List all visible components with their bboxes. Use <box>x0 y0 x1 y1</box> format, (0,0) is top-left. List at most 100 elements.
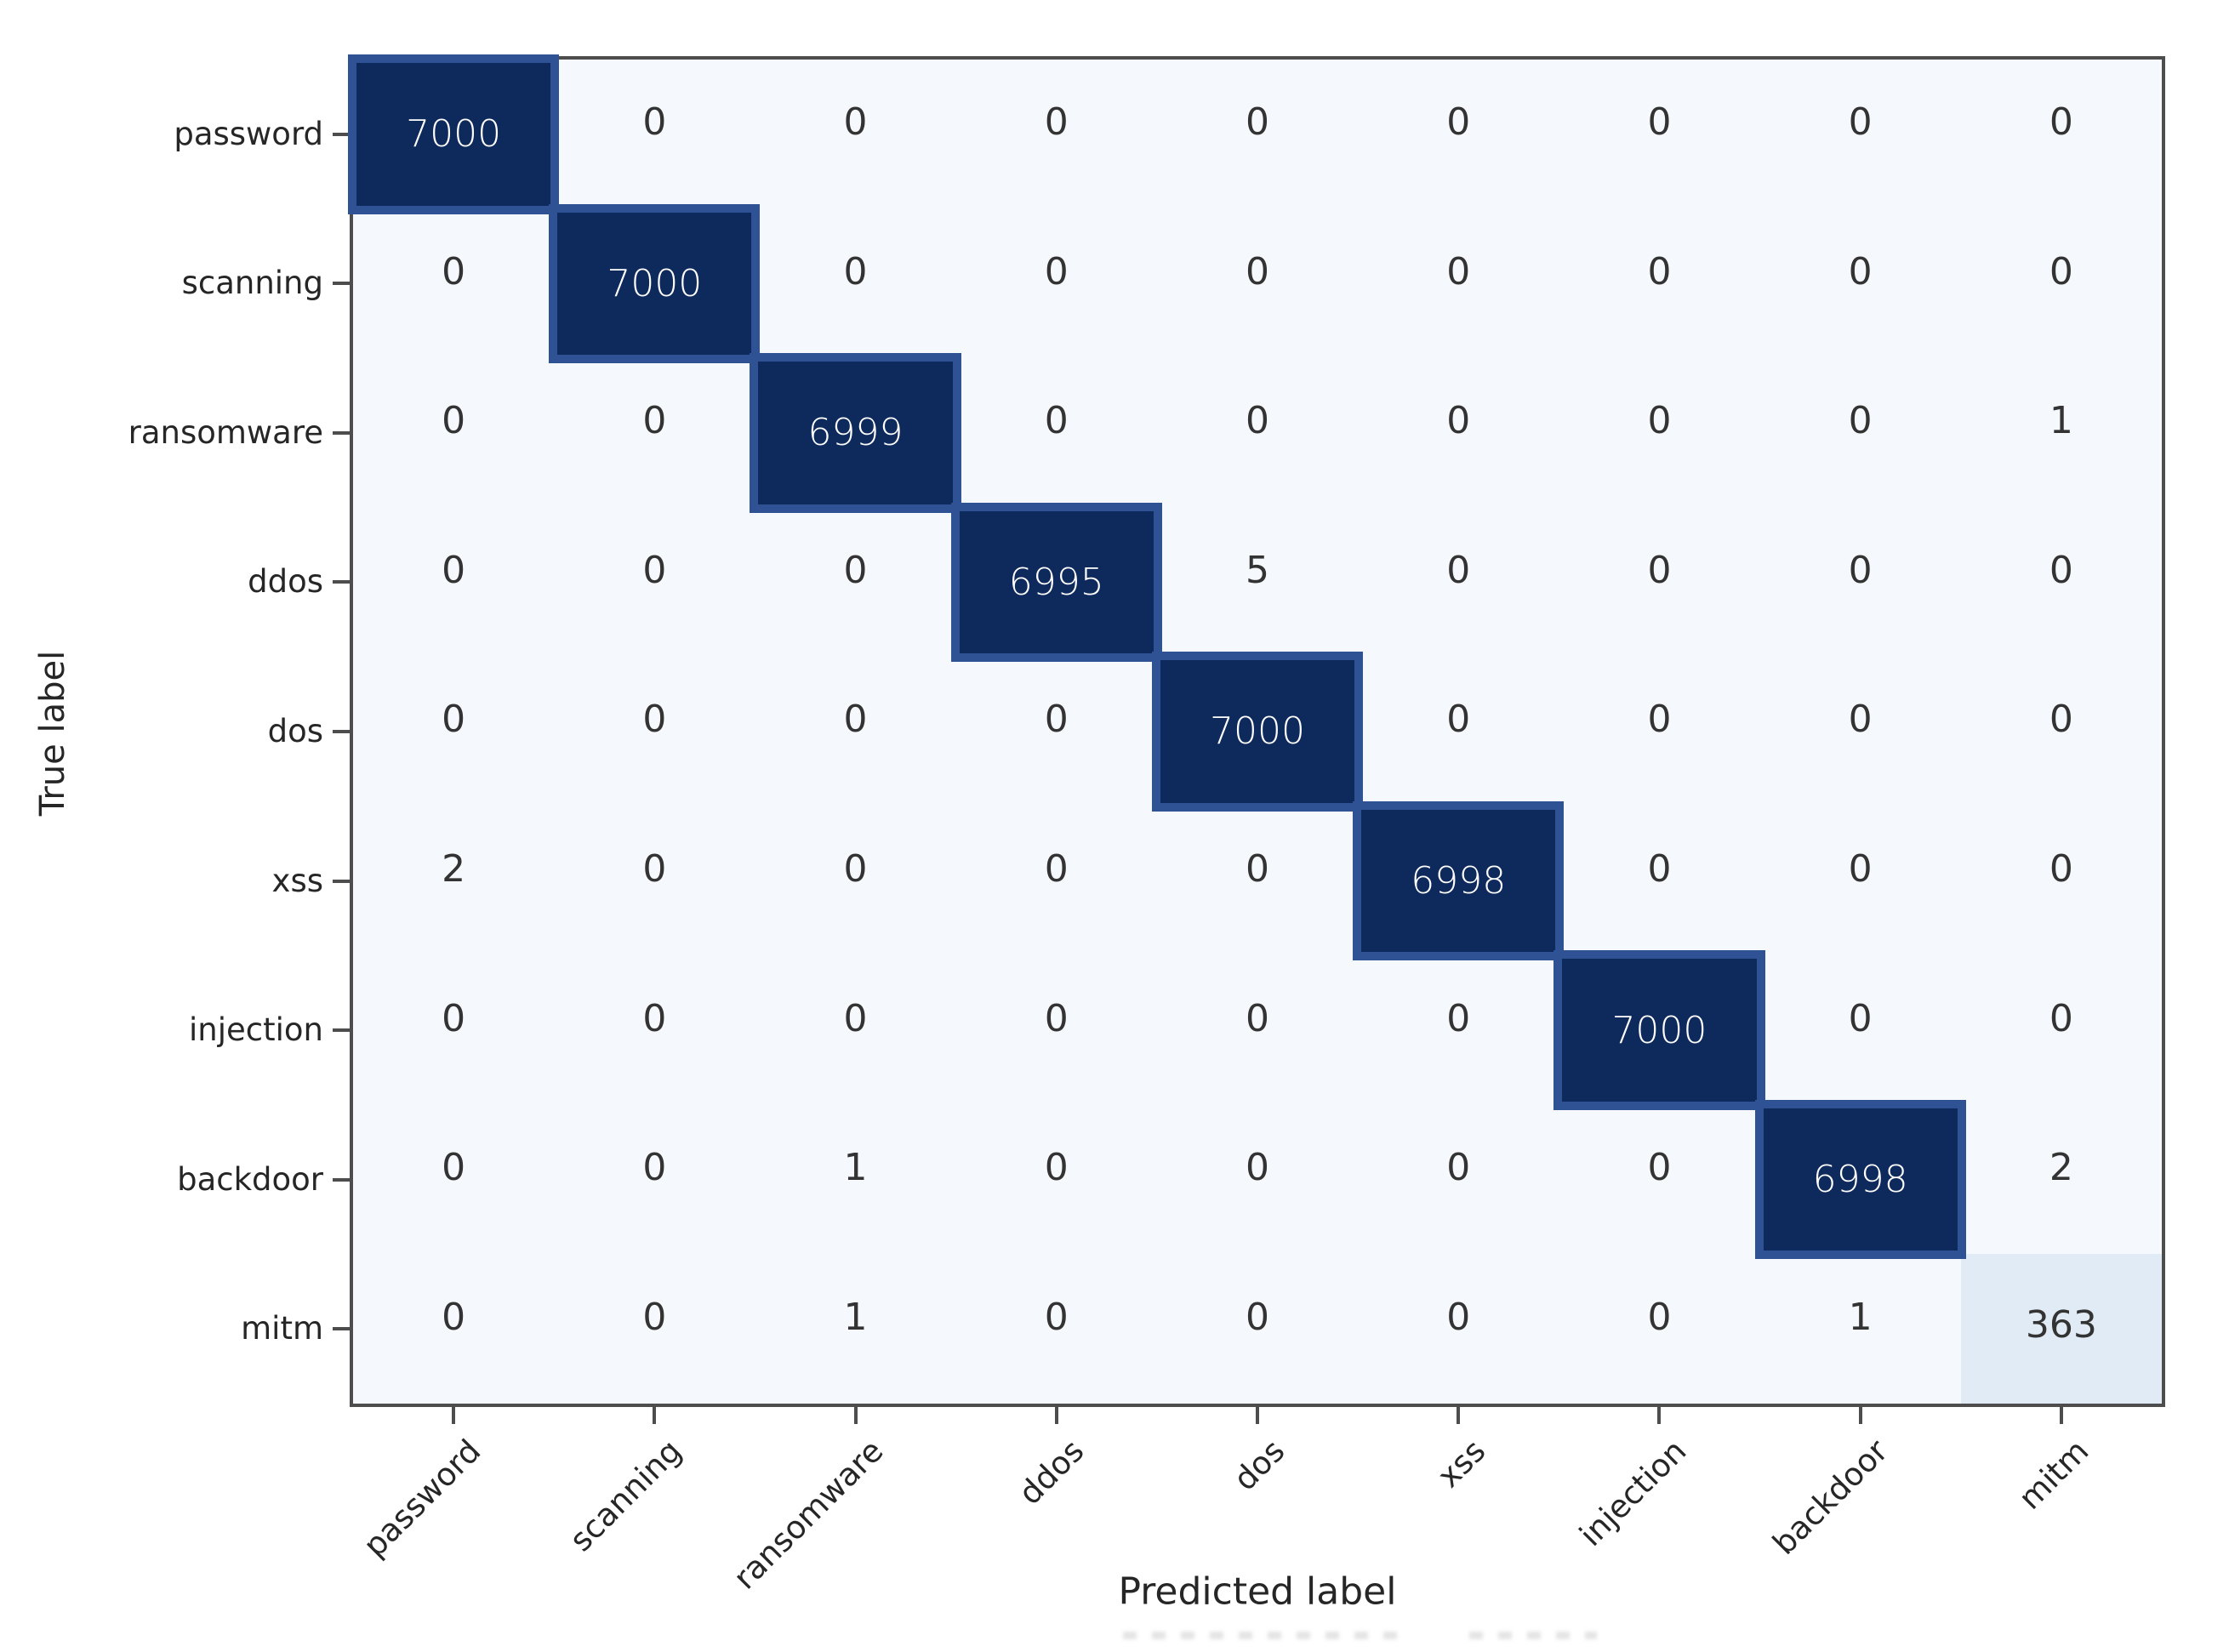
cell-ransomware-dos: 0 <box>1245 399 1269 443</box>
cell-xss-password: 2 <box>442 847 466 892</box>
cell-injection-injection: 7000 <box>1553 950 1765 1110</box>
x-axis-title: Predicted label <box>1118 1569 1397 1614</box>
cell-xss-ddos: 0 <box>1044 847 1069 892</box>
y-tick-label-dos: dos <box>267 713 323 749</box>
cell-backdoor-backdoor: 6998 <box>1754 1099 1966 1260</box>
y-tick-dos <box>333 730 350 733</box>
cell-ransomware-xss: 0 <box>1446 399 1471 443</box>
x-tick-ransomware <box>853 1407 858 1424</box>
cell-xss-scanning: 0 <box>642 847 667 892</box>
cell-backdoor-xss: 0 <box>1446 1146 1471 1190</box>
x-tick-scanning <box>653 1407 657 1424</box>
y-tick-label-injection: injection <box>189 1011 323 1049</box>
cell-ddos-xss: 0 <box>1446 548 1471 592</box>
cell-ddos-mitm: 0 <box>2049 548 2073 592</box>
cell-scanning-scanning: 7000 <box>549 203 761 364</box>
x-tick-backdoor <box>1858 1407 1862 1424</box>
x-tick-label-dos: dos <box>1226 1433 1292 1498</box>
cell-mitm-dos: 0 <box>1245 1295 1269 1339</box>
y-tick-label-mitm: mitm <box>241 1310 323 1347</box>
cell-ddos-ransomware: 0 <box>843 548 868 592</box>
cell-backdoor-ddos: 0 <box>1044 1146 1069 1190</box>
cell-mitm-backdoor: 1 <box>1848 1295 1873 1339</box>
cell-ransomware-scanning: 0 <box>642 399 667 443</box>
cell-scanning-backdoor: 0 <box>1848 249 1873 293</box>
cell-dos-injection: 0 <box>1647 698 1672 742</box>
y-tick-label-password: password <box>174 115 323 152</box>
x-tick-label-backdoor: backdoor <box>1765 1433 1896 1562</box>
cell-scanning-injection: 0 <box>1647 249 1672 293</box>
y-tick-mitm <box>333 1327 350 1331</box>
y-tick-label-ddos: ddos <box>248 563 323 601</box>
y-tick-ddos <box>333 580 350 584</box>
cell-password-password: 7000 <box>348 54 560 214</box>
cell-dos-dos: 7000 <box>1151 652 1364 812</box>
cell-backdoor-password: 0 <box>442 1146 466 1190</box>
cell-injection-xss: 0 <box>1446 996 1471 1040</box>
y-tick-label-backdoor: backdoor <box>177 1160 323 1198</box>
scan-artifact-strip <box>1123 1632 1404 1639</box>
cell-xss-ransomware: 0 <box>843 847 868 892</box>
cell-password-dos: 0 <box>1245 100 1269 145</box>
y-tick-label-ransomware: ransomware <box>128 413 323 451</box>
cell-backdoor-dos: 0 <box>1245 1146 1269 1190</box>
cell-password-mitm: 0 <box>2049 100 2073 145</box>
y-tick-backdoor <box>333 1177 350 1182</box>
x-tick-label-ransomware: ransomware <box>726 1433 890 1597</box>
y-tick-injection <box>333 1028 350 1033</box>
cell-password-ransomware: 0 <box>843 100 868 145</box>
cell-scanning-ransomware: 0 <box>843 249 868 293</box>
cell-mitm-scanning: 0 <box>642 1295 667 1339</box>
cell-xss-injection: 0 <box>1647 847 1672 892</box>
x-tick-ddos <box>1054 1407 1058 1424</box>
cell-ransomware-backdoor: 0 <box>1848 399 1873 443</box>
cell-scanning-ddos: 0 <box>1044 249 1069 293</box>
cell-ransomware-ddos: 0 <box>1044 399 1069 443</box>
cell-injection-scanning: 0 <box>642 996 667 1040</box>
cell-mitm-xss: 0 <box>1446 1295 1471 1339</box>
cell-dos-backdoor: 0 <box>1848 698 1873 742</box>
y-tick-label-xss: xss <box>271 862 323 899</box>
x-tick-label-xss: xss <box>1430 1433 1493 1495</box>
cell-injection-ransomware: 0 <box>843 996 868 1040</box>
cell-scanning-xss: 0 <box>1446 249 1471 293</box>
cell-xss-backdoor: 0 <box>1848 847 1873 892</box>
x-tick-password <box>452 1407 456 1424</box>
cell-mitm-password: 0 <box>442 1295 466 1339</box>
cell-injection-backdoor: 0 <box>1848 996 1873 1040</box>
cell-dos-xss: 0 <box>1446 698 1471 742</box>
cell-ransomware-password: 0 <box>442 399 466 443</box>
cell-injection-ddos: 0 <box>1044 996 1069 1040</box>
y-tick-label-scanning: scanning <box>181 265 323 302</box>
cell-backdoor-ransomware: 1 <box>843 1146 868 1190</box>
x-tick-label-ddos: ddos <box>1011 1433 1092 1512</box>
x-tick-label-scanning: scanning <box>562 1433 689 1559</box>
cell-ddos-scanning: 0 <box>642 548 667 592</box>
y-tick-password <box>333 132 350 136</box>
cell-ransomware-mitm: 1 <box>2049 399 2073 443</box>
cell-ransomware-ransomware: 6999 <box>750 353 961 513</box>
cell-ddos-dos: 5 <box>1245 548 1269 592</box>
scan-artifact-strip <box>1469 1632 1597 1639</box>
x-tick-label-password: password <box>356 1433 488 1564</box>
cell-ddos-ddos: 6995 <box>950 502 1162 663</box>
x-tick-mitm <box>2059 1407 2063 1424</box>
cell-mitm-ransomware: 1 <box>843 1295 868 1339</box>
cell-backdoor-scanning: 0 <box>642 1146 667 1190</box>
cell-injection-mitm: 0 <box>2049 996 2073 1040</box>
y-tick-ransomware <box>333 430 350 435</box>
cell-injection-dos: 0 <box>1245 996 1269 1040</box>
x-tick-label-mitm: mitm <box>2011 1433 2096 1517</box>
plot-area: 7000 0 0 0 0 0 0 0 0 0 7000 0 0 0 0 0 0 0 0 0 6999 0 0 0 0 0 1 0 0 0 6… <box>348 54 2165 1407</box>
cell-ddos-password: 0 <box>442 548 466 592</box>
cell-scanning-mitm: 0 <box>2049 249 2073 293</box>
cell-dos-ddos: 0 <box>1044 698 1069 742</box>
cell-xss-xss: 6998 <box>1353 800 1565 961</box>
cell-mitm-ddos: 0 <box>1044 1295 1069 1339</box>
x-tick-xss <box>1457 1407 1461 1424</box>
cell-scanning-dos: 0 <box>1245 249 1269 293</box>
x-tick-label-injection: injection <box>1572 1433 1694 1554</box>
cell-xss-mitm: 0 <box>2049 847 2073 892</box>
x-tick-dos <box>1256 1407 1259 1424</box>
